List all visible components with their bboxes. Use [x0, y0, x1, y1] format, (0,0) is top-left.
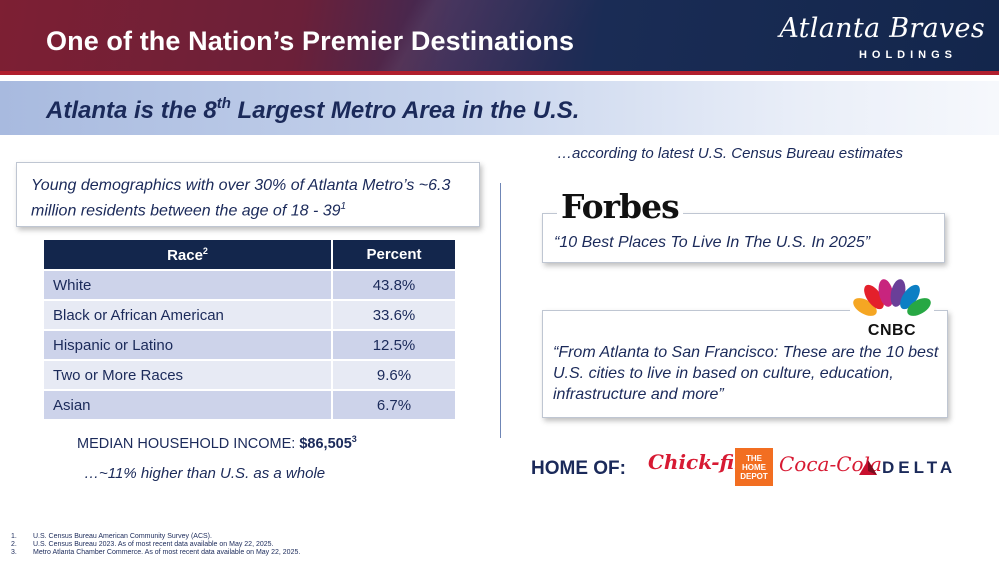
race-cell: Hispanic or Latino	[44, 329, 333, 359]
income-footnote: 3	[351, 434, 357, 444]
header-divider	[0, 71, 999, 75]
cnbc-quote-box: “From Atlanta to San Francisco: These ar…	[542, 310, 948, 418]
braves-logo-script: Atlanta Braves	[779, 13, 985, 44]
race-table: Race2 Percent White 43.8% Black or Afric…	[44, 240, 455, 419]
table-row: Two or More Races 9.6%	[44, 359, 455, 389]
race-header-label: Race	[167, 246, 203, 264]
footnote-text: U.S. Census Bureau American Community Su…	[33, 533, 212, 540]
table-row: Black or African American 33.6%	[44, 299, 455, 329]
race-column-header: Race2	[44, 240, 333, 269]
race-cell: Black or African American	[44, 299, 333, 329]
race-header-footnote: 2	[202, 245, 208, 256]
forbes-logo: Forbes	[557, 188, 683, 226]
braves-logo-holdings: HOLDINGS	[858, 49, 957, 61]
percent-cell: 6.7%	[333, 389, 455, 419]
footnote-text: Metro Atlanta Chamber Commerce. As of mo…	[33, 549, 301, 556]
subtitle-prefix: Atlanta is the 8	[46, 97, 217, 124]
race-cell: Two or More Races	[44, 359, 333, 389]
forbes-quote-box: “10 Best Places To Live In The U.S. In 2…	[542, 213, 945, 263]
percent-cell: 12.5%	[333, 329, 455, 359]
cnbc-wordmark: CNBC	[867, 322, 917, 339]
demographics-callout: Young demographics with over 30% of Atla…	[16, 162, 480, 227]
footnotes: 1. U.S. Census Bureau American Community …	[11, 533, 300, 557]
median-income: MEDIAN HOUSEHOLD INCOME: $86,5053	[77, 434, 357, 452]
table-row: Asian 6.7%	[44, 389, 455, 419]
table-row: Hispanic or Latino 12.5%	[44, 329, 455, 359]
subtitle-bar	[0, 81, 999, 135]
income-label: MEDIAN HOUSEHOLD INCOME:	[77, 435, 300, 452]
percent-cell: 9.6%	[333, 359, 455, 389]
column-divider	[500, 183, 501, 438]
forbes-quote: “10 Best Places To Live In The U.S. In 2…	[554, 234, 871, 251]
cnbc-quote: “From Atlanta to San Francisco: These ar…	[553, 344, 939, 403]
header-banner	[0, 0, 999, 71]
subtitle-suffix: Largest Metro Area in the U.S.	[230, 97, 580, 124]
footnote-item: 1. U.S. Census Bureau American Community …	[11, 533, 300, 541]
home-of-label: HOME OF:	[531, 458, 626, 479]
cnbc-logo: CNBC	[850, 279, 934, 339]
race-cell: White	[44, 269, 333, 299]
footnote-number: 1.	[11, 533, 17, 540]
income-value: $86,505	[299, 435, 352, 452]
home-depot-logo: THE HOME DEPOT	[735, 448, 773, 486]
race-cell: Asian	[44, 389, 333, 419]
delta-logo: DELTA	[882, 458, 957, 477]
subtitle-superscript: th	[216, 95, 231, 112]
cnbc-peacock-icon	[853, 279, 931, 319]
delta-widget-icon	[859, 460, 877, 475]
footnote-number: 2.	[11, 541, 17, 548]
header-accent	[0, 0, 999, 71]
footnote-text: U.S. Census Bureau 2023. As of most rece…	[33, 541, 274, 548]
demographics-footnote: 1	[340, 201, 347, 212]
footnote-number: 3.	[11, 549, 17, 556]
percent-cell: 43.8%	[333, 269, 455, 299]
demographics-text: Young demographics with over 30% of Atla…	[31, 177, 451, 220]
income-note: …~11% higher than U.S. as a whole	[84, 465, 326, 482]
table-row: White 43.8%	[44, 269, 455, 299]
page-title: One of the Nation’s Premier Destinations	[46, 26, 575, 56]
percent-column-header: Percent	[333, 240, 455, 269]
footnote-item: 2. U.S. Census Bureau 2023. As of most re…	[11, 541, 300, 549]
census-note: …according to latest U.S. Census Bureau …	[557, 145, 903, 162]
footnote-item: 3. Metro Atlanta Chamber Commerce. As of …	[11, 549, 300, 557]
subtitle: Atlanta is the 8th Largest Metro Area in…	[46, 95, 579, 125]
table-header-row: Race2 Percent	[44, 240, 455, 269]
percent-cell: 33.6%	[333, 299, 455, 329]
